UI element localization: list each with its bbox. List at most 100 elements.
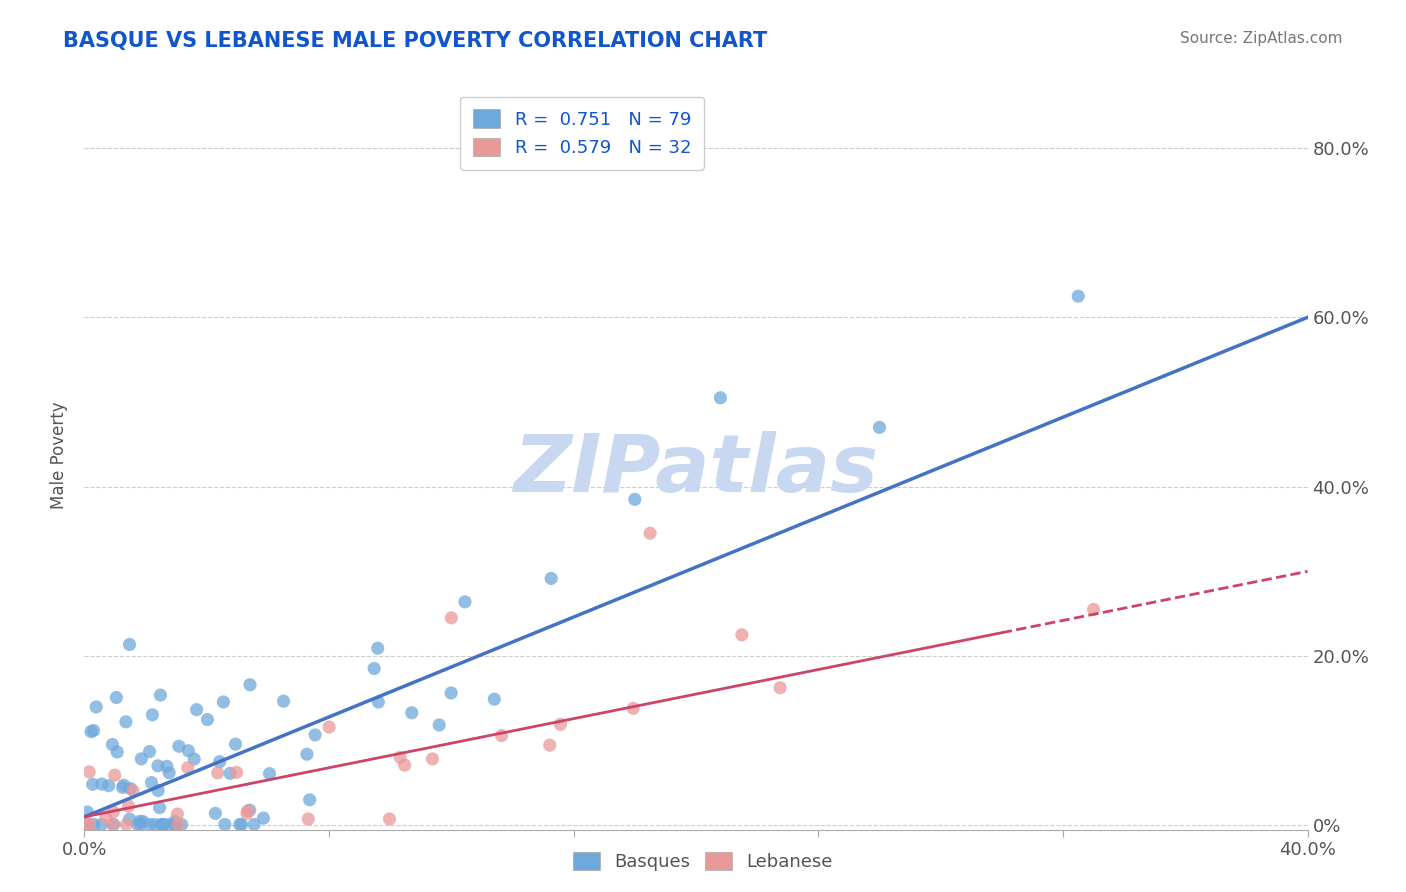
Point — [165, 817, 187, 831]
Point — [769, 681, 792, 695]
Point — [484, 692, 506, 706]
Point — [298, 793, 321, 807]
Point — [231, 817, 253, 831]
Point — [440, 611, 463, 625]
Point — [183, 752, 205, 766]
Point — [422, 752, 444, 766]
Point — [141, 707, 163, 722]
Point — [120, 781, 142, 796]
Point — [148, 800, 170, 814]
Point — [105, 745, 128, 759]
Point — [76, 817, 98, 831]
Point — [540, 572, 562, 586]
Point — [90, 777, 112, 791]
Point — [440, 686, 463, 700]
Point — [118, 812, 141, 826]
Point — [101, 738, 124, 752]
Point — [104, 768, 127, 782]
Point — [212, 695, 235, 709]
Point — [491, 729, 513, 743]
Point — [156, 759, 179, 773]
Point — [115, 817, 138, 831]
Point — [139, 817, 162, 831]
Point — [83, 817, 105, 831]
Point — [103, 805, 125, 819]
Point — [143, 817, 166, 831]
Point — [112, 778, 135, 792]
Point — [207, 765, 229, 780]
Point — [197, 713, 219, 727]
Point — [318, 720, 340, 734]
Point — [157, 817, 180, 831]
Point — [105, 690, 128, 705]
Point — [141, 775, 163, 789]
Point — [259, 766, 281, 780]
Point — [131, 752, 153, 766]
Point — [731, 628, 754, 642]
Point — [1083, 602, 1105, 616]
Point — [146, 759, 169, 773]
Point — [127, 817, 149, 831]
Point — [76, 817, 98, 831]
Point — [638, 526, 661, 541]
Point — [79, 817, 101, 831]
Text: BASQUE VS LEBANESE MALE POVERTY CORRELATION CHART: BASQUE VS LEBANESE MALE POVERTY CORRELAT… — [63, 31, 768, 51]
Point — [1067, 289, 1090, 303]
Point — [118, 638, 141, 652]
Point — [84, 700, 107, 714]
Point — [208, 755, 231, 769]
Point — [115, 714, 138, 729]
Point — [219, 766, 242, 780]
Point — [163, 814, 186, 829]
Point — [152, 817, 174, 831]
Text: ZIPatlas: ZIPatlas — [513, 431, 879, 509]
Point — [138, 745, 160, 759]
Point — [239, 803, 262, 817]
Point — [427, 718, 450, 732]
Point — [94, 810, 117, 824]
Point — [150, 817, 173, 831]
Point — [80, 724, 103, 739]
Point — [146, 783, 169, 797]
Point — [129, 817, 152, 831]
Point — [225, 765, 247, 780]
Y-axis label: Male Poverty: Male Poverty — [51, 401, 69, 508]
Point — [239, 678, 262, 692]
Point — [378, 812, 401, 826]
Point — [149, 688, 172, 702]
Point — [82, 777, 104, 791]
Point — [367, 641, 389, 656]
Point — [111, 780, 134, 795]
Point — [869, 420, 891, 434]
Point — [401, 706, 423, 720]
Point — [76, 805, 98, 819]
Point — [90, 817, 112, 831]
Point — [394, 758, 416, 772]
Point — [214, 817, 236, 831]
Point — [129, 814, 152, 829]
Point — [225, 737, 247, 751]
Point — [157, 765, 180, 780]
Point — [101, 817, 124, 831]
Point — [367, 695, 389, 709]
Point — [167, 817, 190, 831]
Point — [621, 701, 644, 715]
Point — [624, 492, 647, 507]
Point — [170, 817, 193, 831]
Point — [204, 806, 226, 821]
Point — [132, 814, 155, 829]
Point — [304, 728, 326, 742]
Point — [83, 723, 105, 738]
Point — [103, 817, 125, 831]
Point — [177, 761, 200, 775]
Point — [167, 739, 190, 754]
Point — [363, 661, 385, 675]
Legend: R =  0.751   N = 79, R =  0.579   N = 32: R = 0.751 N = 79, R = 0.579 N = 32 — [460, 97, 703, 169]
Point — [297, 812, 319, 826]
Point — [229, 817, 252, 831]
Legend: Basques, Lebanese: Basques, Lebanese — [565, 845, 841, 879]
Point — [166, 807, 188, 822]
Text: Source: ZipAtlas.com: Source: ZipAtlas.com — [1180, 31, 1343, 46]
Point — [389, 750, 412, 764]
Point — [252, 811, 274, 825]
